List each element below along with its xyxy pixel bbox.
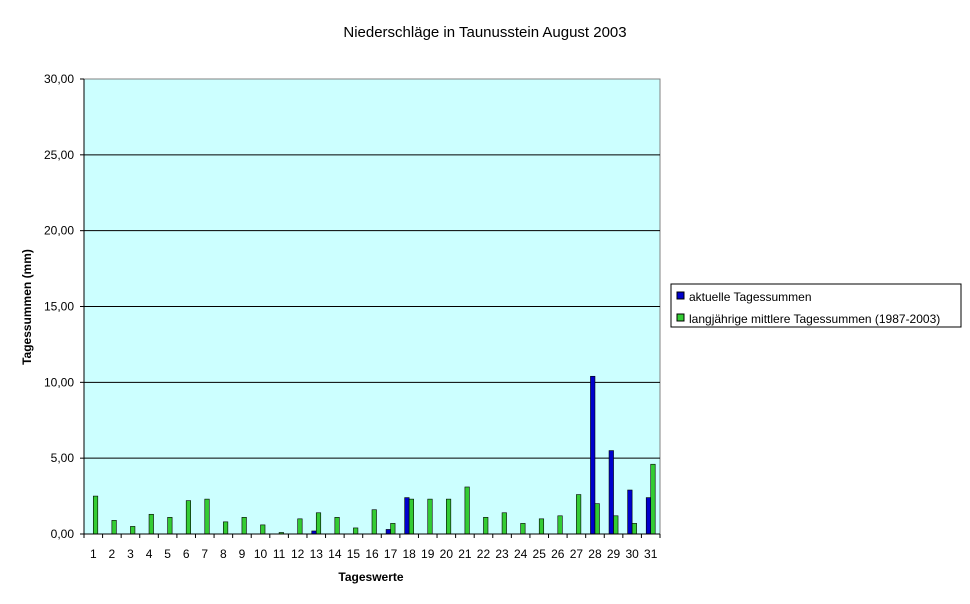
- bar-longterm: [223, 521, 229, 535]
- legend-label-actual: aktuelle Tagessummen: [689, 290, 812, 304]
- x-tick-label: 29: [607, 547, 621, 561]
- x-tick-label: 31: [644, 547, 658, 561]
- x-tick-label: 12: [291, 547, 305, 561]
- x-tick-label: 9: [239, 547, 246, 561]
- y-axis-label: Tagessummen (mm): [20, 249, 34, 365]
- y-axis-ticks: 0,00 5,00 10,00 15,00 20,00 25,00 30,00: [44, 72, 84, 541]
- legend: aktuelle Tagessummen langjährige mittler…: [670, 283, 962, 328]
- bar-longterm: [538, 518, 545, 535]
- x-tick-label: 13: [310, 547, 324, 561]
- x-tick-label: 24: [514, 547, 528, 561]
- x-tick-label: 4: [146, 547, 153, 561]
- bar-longterm: [167, 517, 173, 535]
- bar-actual: [590, 375, 596, 535]
- bar-actual: [645, 497, 652, 535]
- bar-longterm: [241, 517, 247, 535]
- bar-longterm: [557, 515, 563, 535]
- bar-longterm: [130, 526, 136, 535]
- bar-longterm: [353, 527, 359, 535]
- x-tick-label: 5: [164, 547, 171, 561]
- x-tick-label: 1: [90, 547, 97, 561]
- x-tick-label: 30: [625, 547, 639, 561]
- bar-longterm: [408, 498, 414, 535]
- bar-actual: [404, 497, 410, 535]
- bar-longterm: [520, 523, 526, 535]
- legend-label-longterm: langjährige mittlere Tagessummen (1987-2…: [689, 312, 940, 326]
- x-tick-label: 14: [328, 547, 342, 561]
- x-tick-label: 18: [402, 547, 416, 561]
- x-tick-label: 3: [127, 547, 134, 561]
- bar-longterm: [334, 517, 340, 535]
- bar-longterm: [594, 503, 600, 535]
- bar-longterm: [297, 518, 303, 535]
- bar-longterm: [446, 498, 452, 535]
- legend-swatch-longterm: [676, 313, 685, 322]
- bar-actual: [627, 489, 633, 535]
- x-tick-label: 17: [384, 547, 398, 561]
- x-axis-label: Tageswerte: [338, 570, 403, 584]
- bar-longterm: [260, 524, 266, 535]
- bar-longterm: [390, 523, 396, 535]
- bar-longterm: [464, 486, 470, 535]
- x-tick-label: 2: [109, 547, 116, 561]
- y-tick-label: 20,00: [44, 224, 74, 238]
- bars: [92, 375, 656, 535]
- x-tick-label: 6: [183, 547, 190, 561]
- bar-longterm: [613, 515, 619, 535]
- legend-box: [670, 283, 962, 328]
- chart-title: Niederschläge in Taunusstein August 2003: [343, 24, 626, 41]
- bar-longterm: [148, 513, 154, 535]
- legend-swatch-actual: [676, 291, 685, 300]
- bar-longterm: [111, 520, 117, 535]
- y-tick-label: 0,00: [51, 527, 75, 541]
- x-tick-label: 15: [347, 547, 361, 561]
- bar-actual: [385, 529, 391, 535]
- x-tick-label: 7: [201, 547, 208, 561]
- x-tick-label: 21: [458, 547, 472, 561]
- bar-longterm: [204, 498, 210, 535]
- bar-actual: [608, 450, 614, 535]
- bar-longterm: [631, 523, 637, 535]
- gridlines: [84, 78, 660, 459]
- bar-longterm: [92, 495, 99, 535]
- x-tick-label: 16: [365, 547, 379, 561]
- bar-longterm: [315, 512, 322, 535]
- bar-longterm: [501, 512, 507, 535]
- bar-longterm: [650, 463, 656, 535]
- x-tick-label: 19: [421, 547, 435, 561]
- x-tick-label: 28: [588, 547, 602, 561]
- y-tick-label: 15,00: [44, 300, 74, 314]
- x-tick-label: 20: [440, 547, 454, 561]
- y-tick-label: 5,00: [51, 451, 75, 465]
- bar-longterm: [185, 500, 191, 535]
- x-tick-label: 8: [220, 547, 227, 561]
- y-tick-label: 10,00: [44, 375, 74, 389]
- x-tick-label: 25: [533, 547, 547, 561]
- x-tick-label: 26: [551, 547, 565, 561]
- bar-longterm: [576, 494, 582, 535]
- x-tick-label: 10: [254, 547, 268, 561]
- bar-longterm: [427, 498, 433, 535]
- x-tick-label: 27: [570, 547, 584, 561]
- x-tick-label: 11: [273, 547, 286, 561]
- bar-longterm: [483, 517, 489, 535]
- y-tick-label: 30,00: [44, 72, 74, 86]
- x-axis-ticks: 1 2 3 4 5 6 7 8 9 10 11 12 13 14 15 16 17 18 19 20 21 22 23 24 2…: [83, 534, 661, 561]
- x-tick-label: 23: [495, 547, 509, 561]
- y-tick-label: 25,00: [44, 148, 74, 162]
- x-tick-label: 22: [477, 547, 491, 561]
- bar-longterm: [371, 509, 377, 535]
